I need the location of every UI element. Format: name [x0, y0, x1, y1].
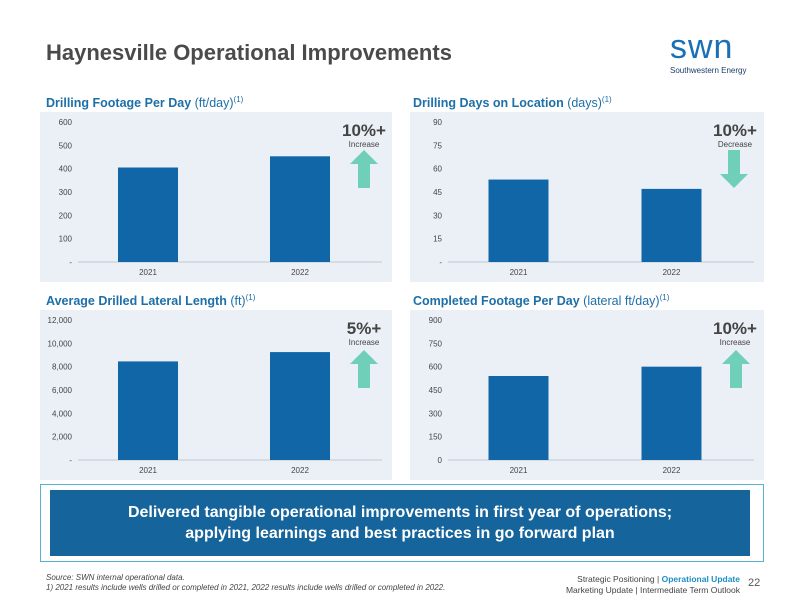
y-tick-label: 8,000 [52, 363, 73, 372]
chart-svg: - 100 200 300 400 500 600 2021 2022 [59, 118, 382, 277]
nav-intermediate-term-outlook[interactable]: Intermediate Term Outlook [640, 585, 740, 595]
y-tick-label: 75 [433, 141, 442, 150]
chart-title-drilling-days: Drilling Days on Location (days)(1) [413, 95, 612, 111]
chart-title-completed-footage: Completed Footage Per Day (lateral ft/da… [413, 293, 670, 309]
y-tick-label: 900 [429, 316, 443, 325]
bar-2021 [118, 361, 178, 460]
change-indicator-0: 10%+ Increase [334, 121, 394, 150]
x-tick-label: 2021 [510, 466, 528, 475]
nav-marketing-update[interactable]: Marketing Update [565, 585, 634, 595]
bar-2021 [488, 376, 549, 460]
y-tick-label: 15 [433, 235, 442, 244]
nav-operational-update[interactable]: Operational Update [661, 574, 740, 584]
arrow-down-icon [720, 150, 748, 188]
chart-drilling-days: - 15 30 45 60 75 90 2021 2022 [410, 112, 764, 282]
change-label: Decrease [717, 140, 753, 149]
banner-line-1: Delivered tangible operational improveme… [127, 504, 673, 521]
y-tick-label: 30 [433, 211, 442, 220]
y-tick-label: 60 [433, 165, 442, 174]
chart-drilling-footage: - 100 200 300 400 500 600 2021 2022 [40, 112, 392, 282]
chart-completed-footage: 0 150 300 450 600 750 900 2021 2022 [410, 310, 764, 480]
y-tick-label: 2,000 [52, 433, 73, 442]
chart-svg: - 15 30 45 60 75 90 2021 2022 [433, 118, 754, 277]
chart-svg: 0 150 300 450 600 750 900 2021 2022 [429, 316, 754, 475]
company-logo: swn Southwestern Energy [670, 30, 762, 80]
chart-title-lateral-length: Average Drilled Lateral Length (ft)(1) [46, 293, 256, 309]
change-percent: 10%+ [342, 121, 386, 140]
y-tick-label: 600 [59, 118, 73, 127]
y-tick-label: 150 [429, 433, 443, 442]
bar-2021 [488, 179, 549, 262]
y-tick-label: - [69, 258, 72, 267]
y-tick-label: 500 [59, 141, 73, 150]
y-tick-label: - [439, 258, 442, 267]
y-tick-label: 300 [59, 188, 73, 197]
y-tick-label: 400 [59, 165, 73, 174]
page-title: Haynesville Operational Improvements [46, 40, 452, 65]
x-tick-label: 2021 [139, 466, 157, 475]
change-indicator-2: 5%+ Increase [334, 319, 394, 348]
change-indicator-1: 10%+ Decrease [705, 121, 765, 150]
x-tick-label: 2021 [510, 268, 528, 277]
y-tick-label: 600 [429, 363, 443, 372]
change-label: Increase [348, 338, 380, 347]
key-message-banner: Delivered tangible operational improveme… [50, 490, 750, 556]
y-tick-label: 200 [59, 211, 73, 220]
y-tick-label: 4,000 [52, 409, 73, 418]
banner-line-2: applying learnings and best practices in… [185, 525, 615, 542]
bar-2022 [270, 352, 330, 460]
footnote-1: 1) 2021 results include wells drilled or… [46, 583, 446, 592]
y-tick-label: 10,000 [48, 339, 73, 348]
arrow-up-icon [350, 350, 378, 388]
nav-strategic-positioning[interactable]: Strategic Positioning [577, 574, 655, 584]
x-tick-label: 2022 [291, 268, 309, 277]
chart-title-drilling-footage: Drilling Footage Per Day (ft/day)(1) [46, 95, 244, 111]
y-tick-label: - [69, 456, 72, 465]
y-tick-label: 6,000 [52, 386, 73, 395]
y-tick-label: 0 [438, 456, 443, 465]
arrow-up-icon [722, 350, 750, 388]
bar-2022 [641, 366, 702, 460]
x-tick-label: 2022 [291, 466, 309, 475]
source-note: Source: SWN internal operational data. [46, 573, 185, 582]
y-tick-label: 750 [429, 339, 443, 348]
x-tick-label: 2021 [139, 268, 157, 277]
banner-outline [40, 484, 764, 562]
y-tick-label: 12,000 [48, 316, 73, 325]
bar-2022 [641, 188, 702, 262]
y-tick-label: 300 [429, 409, 443, 418]
y-tick-label: 90 [433, 118, 442, 127]
x-tick-label: 2022 [663, 466, 681, 475]
y-tick-label: 45 [433, 188, 442, 197]
change-indicator-3: 10%+ Increase [705, 319, 765, 348]
logo-tagline: Southwestern Energy [670, 66, 747, 75]
page-number: 22 [748, 577, 761, 589]
x-tick-label: 2022 [663, 268, 681, 277]
y-tick-label: 100 [59, 235, 73, 244]
change-label: Increase [348, 140, 380, 149]
bar-2022 [270, 156, 330, 262]
logo-wordmark: swn [670, 28, 734, 66]
change-percent: 10%+ [713, 319, 757, 338]
y-tick-label: 450 [429, 386, 443, 395]
bar-2021 [118, 167, 178, 262]
chart-svg: - 2,000 4,000 6,000 8,000 10,000 12,000 2021 202… [48, 316, 382, 475]
change-percent: 5%+ [346, 319, 382, 338]
change-label: Increase [719, 338, 751, 347]
change-percent: 10%+ [713, 121, 757, 140]
section-nav: Strategic Positioning | Operational Upda… [565, 574, 740, 595]
footnote: Source: SWN internal operational data. 1… [46, 573, 445, 593]
arrow-up-icon [350, 150, 378, 188]
chart-lateral-length: - 2,000 4,000 6,000 8,000 10,000 12,000 2021 202… [40, 310, 392, 480]
